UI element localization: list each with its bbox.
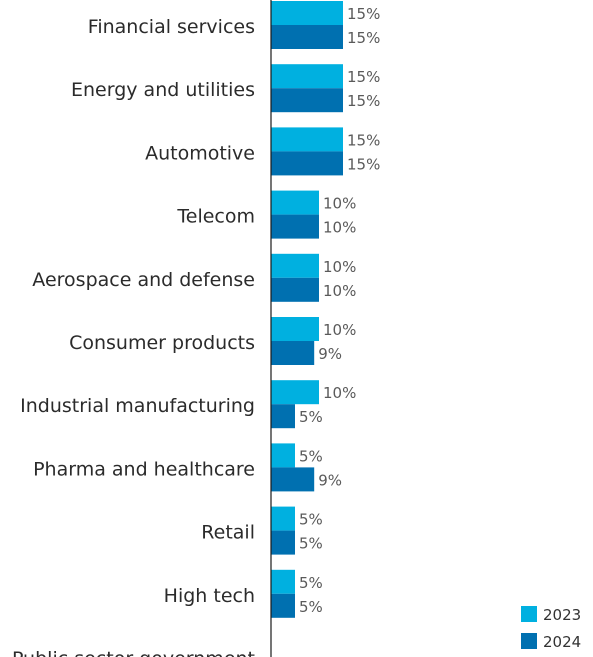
category-label-automotive: Automotive [145, 142, 255, 164]
bar-telecom-2024 [271, 214, 319, 239]
category-label-telecom: Telecom [176, 206, 255, 228]
value-label-high-tech-2024: 5% [299, 598, 323, 616]
legend-label-2024: 2024 [543, 633, 581, 651]
legend-label-2023: 2023 [543, 606, 581, 624]
category-label-retail: Retail [201, 522, 255, 544]
value-label-consumer-products-2023: 10% [323, 321, 356, 339]
value-label-automotive-2024: 15% [347, 155, 380, 173]
legend-swatch-2024 [521, 633, 537, 649]
bar-energy-and-utilities-2023 [271, 64, 343, 89]
bar-retail-2023 [271, 506, 295, 531]
bar-industrial-manufacturing-2023 [271, 380, 319, 405]
category-label-consumer-products: Consumer products [69, 332, 255, 354]
labels-layer: Financial services 15% 15% Energy and utili… [12, 5, 380, 657]
category-label-energy-and-utilities: Energy and utilities [71, 79, 255, 101]
bar-aerospace-and-defense-2023 [271, 253, 319, 278]
category-label-pharma-and-healthcare: Pharma and healthcare [33, 458, 255, 480]
value-label-pharma-and-healthcare-2024: 9% [318, 471, 342, 489]
value-label-aerospace-and-defense-2024: 10% [323, 282, 356, 300]
bar-financial-services-2024 [271, 25, 343, 49]
bar-pharma-and-healthcare-2023 [271, 443, 295, 468]
value-label-consumer-products-2024: 9% [318, 345, 342, 363]
bar-retail-2024 [271, 530, 295, 555]
category-label-aerospace-and-defense: Aerospace and defense [32, 269, 255, 291]
bar-aerospace-and-defense-2024 [271, 277, 319, 302]
bar-automotive-2023 [271, 127, 343, 152]
bar-consumer-products-2023 [271, 317, 319, 341]
legend: 2023 2024 [521, 606, 581, 651]
value-label-industrial-manufacturing-2023: 10% [323, 384, 356, 402]
value-label-energy-and-utilities-2023: 15% [347, 68, 380, 86]
category-label-financial-services: Financial services [88, 16, 255, 38]
value-label-telecom-2023: 10% [323, 195, 356, 213]
value-label-financial-services-2024: 15% [347, 29, 380, 47]
category-label-high-tech: High tech [164, 585, 255, 607]
bar-high-tech-2023 [271, 569, 295, 594]
value-label-energy-and-utilities-2024: 15% [347, 92, 380, 110]
value-label-industrial-manufacturing-2024: 5% [299, 408, 323, 426]
bar-consumer-products-2024 [271, 341, 315, 365]
bar-automotive-2024 [271, 151, 343, 176]
value-label-high-tech-2023: 5% [299, 574, 323, 592]
category-label-industrial-manufacturing: Industrial manufacturing [20, 395, 255, 417]
bar-industrial-manufacturing-2024 [271, 404, 295, 429]
bar-pharma-and-healthcare-2024 [271, 467, 315, 492]
value-label-retail-2023: 5% [299, 511, 323, 529]
bars-layer [271, 1, 343, 618]
bar-financial-services-2023 [271, 1, 343, 25]
category-label-public-sector-government: Public sector government [12, 648, 255, 657]
bar-energy-and-utilities-2024 [271, 88, 343, 113]
value-label-pharma-and-healthcare-2023: 5% [299, 447, 323, 465]
value-label-telecom-2024: 10% [323, 219, 356, 237]
value-label-retail-2024: 5% [299, 535, 323, 553]
value-label-aerospace-and-defense-2023: 10% [323, 258, 356, 276]
bar-high-tech-2024 [271, 593, 295, 618]
bar-telecom-2023 [271, 190, 319, 215]
value-label-automotive-2023: 15% [347, 131, 380, 149]
value-label-financial-services-2023: 15% [347, 5, 380, 23]
legend-swatch-2023 [521, 606, 537, 622]
